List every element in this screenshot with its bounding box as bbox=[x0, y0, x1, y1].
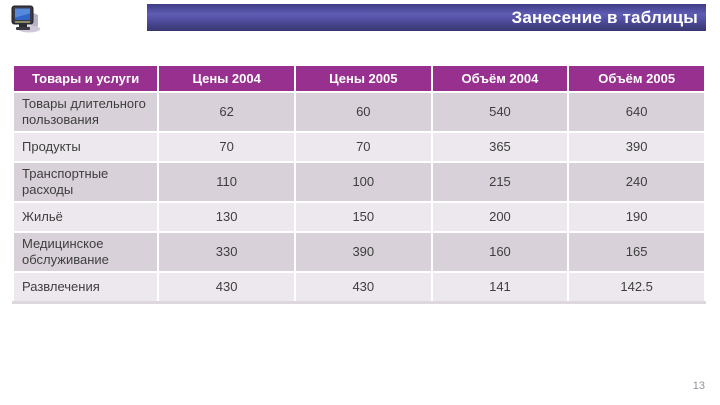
cell-value: 540 bbox=[430, 91, 570, 133]
row-label: Жильё bbox=[11, 201, 160, 233]
cell-value: 165 bbox=[567, 231, 706, 273]
cell-value: 60 bbox=[293, 91, 433, 133]
row-label: Развлечения bbox=[11, 271, 160, 304]
table-row: Жильё 130 150 200 190 bbox=[11, 201, 706, 233]
computer-icon bbox=[7, 4, 41, 33]
slide-title: Занесение в таблицы bbox=[511, 8, 698, 27]
cell-value: 70 bbox=[157, 131, 296, 163]
cell-value: 150 bbox=[293, 201, 433, 233]
cell-value: 100 bbox=[293, 161, 433, 203]
cell-value: 130 bbox=[157, 201, 296, 233]
table-row: Товары длительного пользования 62 60 540 640 bbox=[11, 91, 706, 133]
title-bar: Занесение в таблицы bbox=[147, 4, 706, 31]
cell-value: 190 bbox=[567, 201, 706, 233]
cell-value: 215 bbox=[430, 161, 570, 203]
cell-value: 62 bbox=[157, 91, 296, 133]
row-label: Транспортные расходы bbox=[11, 161, 160, 203]
row-label: Товары длительного пользования bbox=[11, 91, 160, 133]
cell-value: 365 bbox=[430, 131, 570, 163]
cell-value: 430 bbox=[293, 271, 433, 304]
table-header-row: Товары и услуги Цены 2004 Цены 2005 Объём 2… bbox=[11, 64, 706, 93]
cell-value: 330 bbox=[157, 231, 296, 273]
column-header: Объём 2004 bbox=[430, 64, 570, 93]
cell-value: 142.5 bbox=[567, 271, 706, 304]
goods-services-table: Товары и услуги Цены 2004 Цены 2005 Объём 2… bbox=[11, 64, 706, 304]
cell-value: 390 bbox=[567, 131, 706, 163]
row-label: Медицинское обслуживание bbox=[11, 231, 160, 273]
column-header: Цены 2004 bbox=[157, 64, 296, 93]
table-row: Продукты 70 70 365 390 bbox=[11, 131, 706, 163]
page-number: 13 bbox=[692, 380, 705, 392]
table-row: Транспортные расходы 110 100 215 240 bbox=[11, 161, 706, 203]
table-row: Медицинское обслуживание 330 390 160 165 bbox=[11, 231, 706, 273]
table-row: Развлечения 430 430 141 142.5 bbox=[11, 271, 706, 304]
cell-value: 200 bbox=[430, 201, 570, 233]
cell-value: 240 bbox=[567, 161, 706, 203]
cell-value: 70 bbox=[293, 131, 433, 163]
column-header: Товары и услуги bbox=[11, 64, 160, 93]
cell-value: 640 bbox=[567, 91, 706, 133]
cell-value: 110 bbox=[157, 161, 296, 203]
cell-value: 160 bbox=[430, 231, 570, 273]
column-header: Объём 2005 bbox=[567, 64, 706, 93]
cell-value: 430 bbox=[157, 271, 296, 304]
column-header: Цены 2005 bbox=[293, 64, 433, 93]
cell-value: 141 bbox=[430, 271, 570, 304]
row-label: Продукты bbox=[11, 131, 160, 163]
cell-value: 390 bbox=[293, 231, 433, 273]
